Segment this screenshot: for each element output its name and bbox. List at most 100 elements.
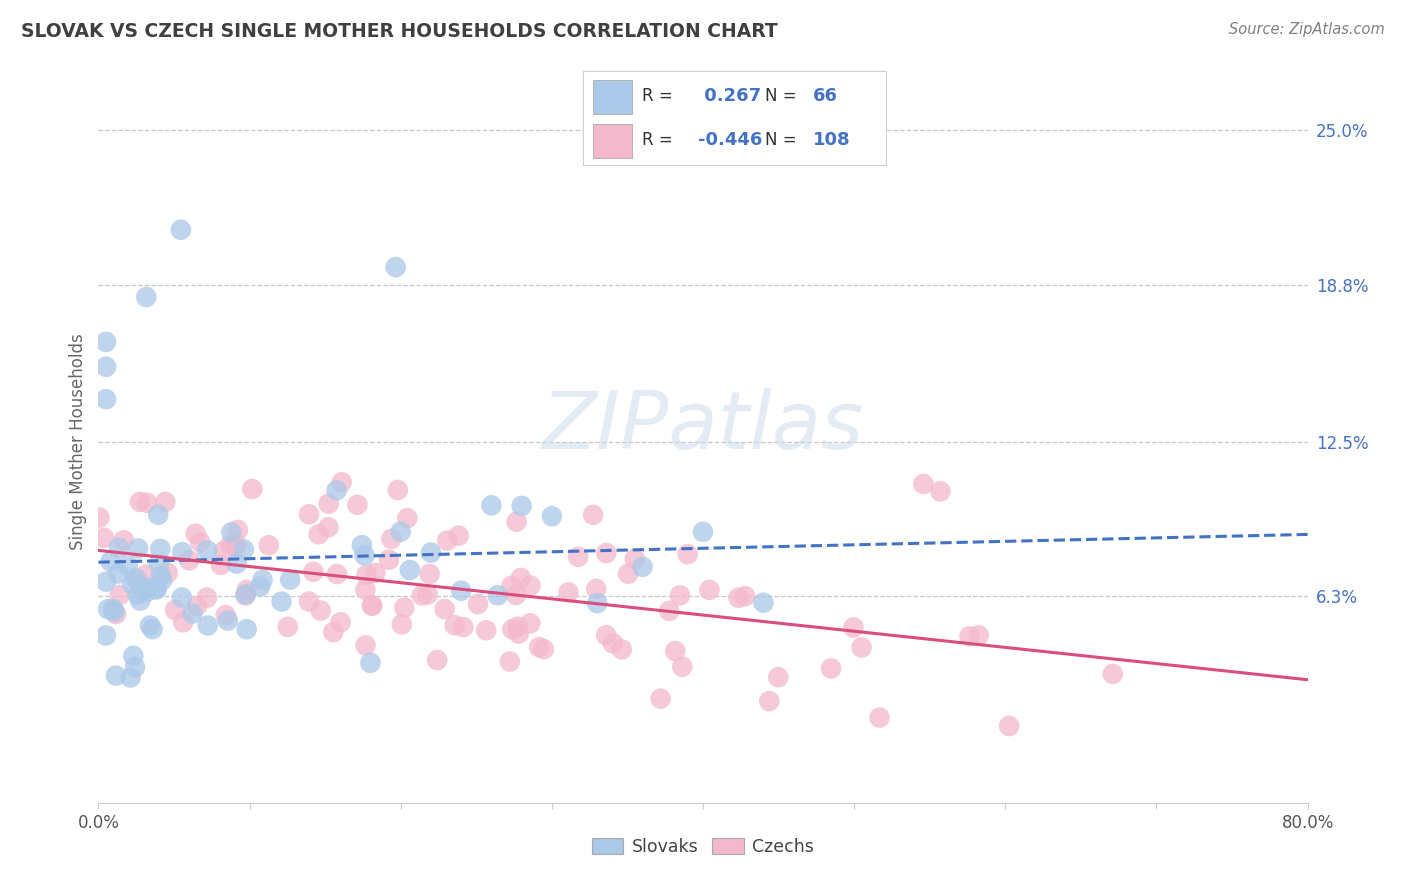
Point (240, 482, 263, 496)
Point (624, 552, 647, 566)
Point (94, 392, 117, 407)
Point (426, 653, 449, 667)
Text: N =: N = (765, 131, 796, 149)
Point (380, 532, 402, 546)
Point (499, 655, 522, 669)
Text: -0.446: -0.446 (699, 131, 762, 149)
Point (235, 589, 257, 603)
Point (912, 476, 935, 491)
Point (135, 585, 157, 599)
Point (226, 523, 249, 537)
Point (127, 573, 149, 587)
Point (389, 524, 412, 539)
Point (127, 588, 149, 602)
Point (998, 719, 1021, 733)
Point (165, 603, 187, 617)
Point (727, 591, 749, 605)
Point (249, 579, 271, 593)
Point (108, 588, 131, 602)
Point (225, 538, 247, 552)
Point (322, 625, 344, 640)
FancyBboxPatch shape (592, 79, 631, 113)
Point (699, 582, 721, 597)
FancyBboxPatch shape (592, 124, 631, 158)
Point (820, 661, 842, 675)
Point (215, 608, 238, 623)
Point (967, 628, 990, 642)
Point (89, 510, 111, 524)
Point (486, 588, 509, 602)
Point (136, 496, 159, 510)
Point (420, 545, 443, 559)
Point (148, 508, 170, 522)
Point (170, 223, 193, 237)
Point (617, 566, 640, 581)
Point (121, 577, 143, 591)
Point (453, 620, 475, 634)
Point (184, 526, 207, 541)
Point (391, 617, 413, 632)
Point (212, 544, 235, 558)
Point (298, 594, 321, 608)
Point (567, 549, 589, 564)
Point (148, 557, 170, 571)
Point (94, 574, 117, 589)
Point (302, 565, 325, 579)
Point (270, 594, 292, 608)
Point (179, 553, 201, 567)
Point (135, 567, 157, 582)
Point (595, 546, 617, 560)
Point (100, 554, 122, 568)
Point (181, 607, 204, 621)
Text: R =: R = (643, 87, 673, 105)
Point (278, 573, 301, 587)
Point (186, 599, 208, 614)
Point (318, 497, 340, 511)
Point (411, 588, 433, 602)
Point (658, 604, 681, 618)
Point (398, 563, 420, 577)
Point (195, 591, 218, 605)
Point (120, 670, 142, 684)
Text: ZIPatlas: ZIPatlas (541, 388, 865, 467)
Point (501, 579, 523, 593)
Point (236, 582, 259, 597)
Point (93, 531, 115, 545)
Point (378, 552, 401, 566)
Point (851, 640, 873, 655)
Point (447, 529, 470, 543)
Point (117, 558, 139, 573)
Point (129, 593, 152, 607)
Point (527, 640, 550, 654)
Point (510, 571, 533, 585)
Point (142, 622, 165, 636)
Point (664, 644, 686, 658)
Point (467, 597, 489, 611)
Point (387, 483, 409, 497)
Point (219, 537, 242, 551)
Point (172, 545, 194, 559)
Point (277, 620, 299, 634)
Point (353, 549, 375, 563)
Point (149, 541, 172, 556)
Point (758, 694, 780, 708)
Point (127, 541, 149, 556)
Point (308, 527, 330, 541)
Text: Source: ZipAtlas.com: Source: ZipAtlas.com (1229, 22, 1385, 37)
Point (188, 535, 211, 549)
Point (330, 475, 353, 490)
Point (195, 543, 218, 558)
Point (329, 615, 352, 630)
Point (436, 533, 458, 548)
Point (252, 573, 274, 587)
Point (134, 580, 156, 594)
Point (416, 587, 439, 601)
Point (149, 569, 172, 583)
Point (170, 591, 193, 605)
Point (94, 628, 117, 642)
Point (752, 596, 775, 610)
Point (540, 509, 562, 524)
Text: R =: R = (643, 131, 673, 149)
Point (104, 668, 127, 682)
Point (842, 620, 865, 634)
